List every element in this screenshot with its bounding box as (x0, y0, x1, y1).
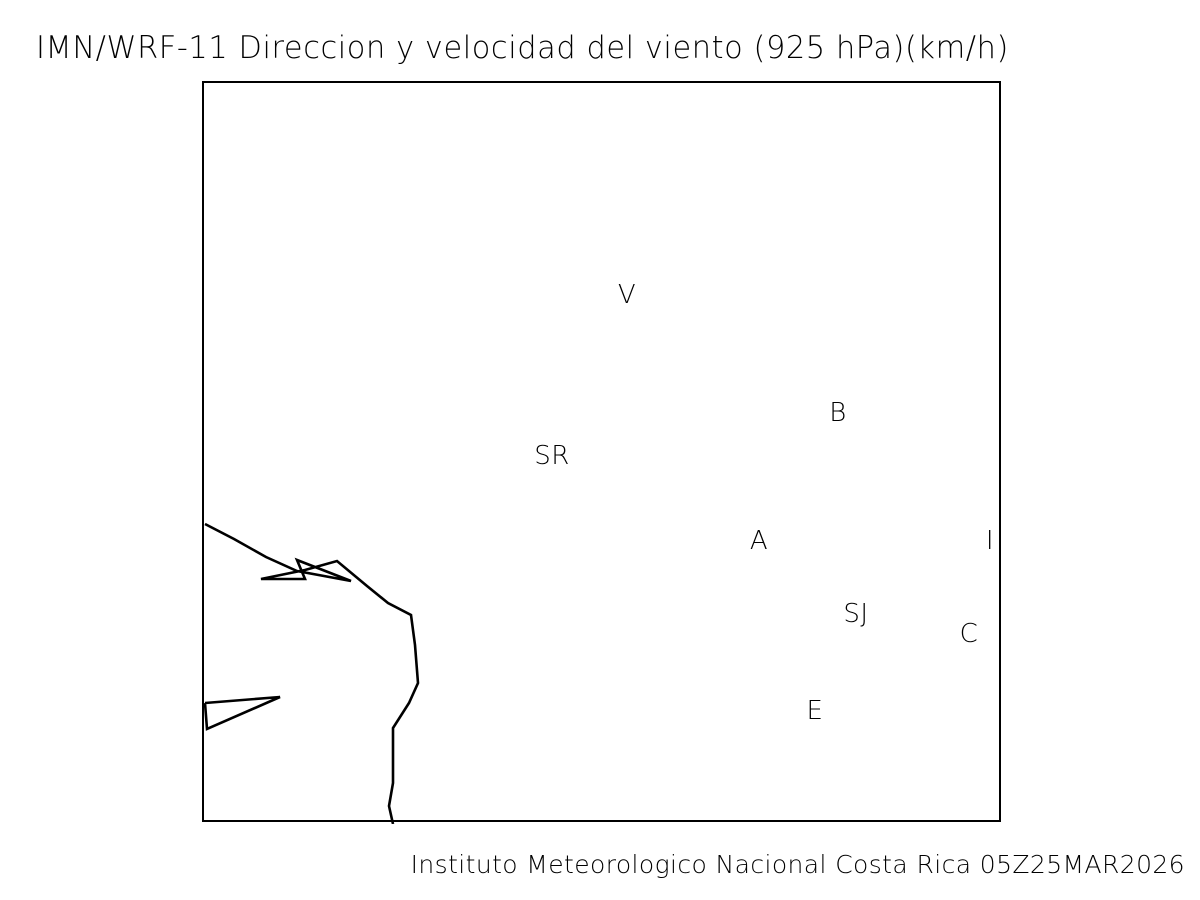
page-title: IMN/WRF-11 Direccion y velocidad del vie… (36, 30, 1009, 66)
coastline-layer (204, 522, 420, 824)
station-label-sr: SR (534, 441, 570, 471)
institution-credit: Instituto Meteorologico Nacional Costa R… (410, 850, 1185, 879)
station-label-a: A (749, 526, 769, 556)
coastline-peninsula (204, 695, 281, 731)
station-label-e: E (806, 696, 824, 726)
coastline-main (204, 522, 420, 824)
station-label-i: I (985, 526, 995, 556)
station-label-sj: SJ (843, 599, 869, 629)
station-label-b: B (829, 398, 847, 428)
station-label-v: V (617, 280, 637, 310)
station-label-c: C (959, 619, 979, 649)
map-plot-frame (202, 81, 1001, 824)
